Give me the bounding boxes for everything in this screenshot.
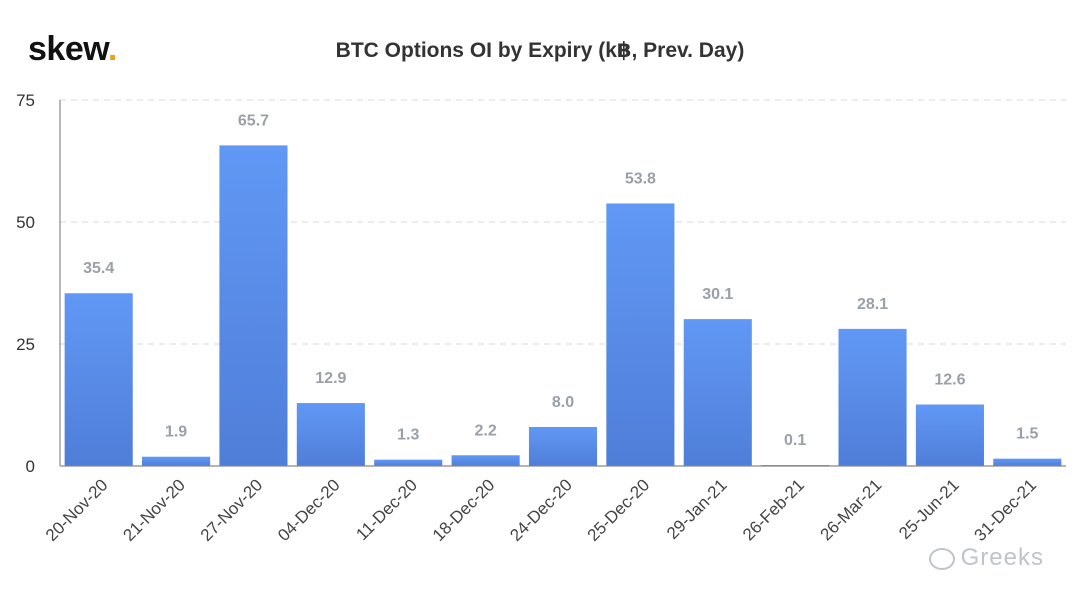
x-tick-label: 26-Feb-21 <box>739 475 808 544</box>
x-tick-label: 11-Dec-20 <box>352 475 421 544</box>
x-tick-label: 27-Nov-20 <box>197 475 267 545</box>
bar <box>528 426 598 466</box>
bar <box>451 455 520 466</box>
watermark-text: Greeks <box>960 544 1044 571</box>
skew-logo: skew. <box>28 30 117 69</box>
bar <box>374 459 443 466</box>
bar <box>219 145 288 466</box>
x-tick-label: 31-Dec-21 <box>971 475 1041 545</box>
x-tick-label: 04-Dec-20 <box>274 475 344 545</box>
logo-text: skew <box>28 30 108 68</box>
data-label: 1.9 <box>165 424 187 441</box>
y-tick-label: 0 <box>26 457 35 476</box>
logo-dot: . <box>107 30 117 68</box>
x-tick-label: 21-Nov-20 <box>119 475 189 545</box>
wechat-icon <box>928 547 955 570</box>
x-tick-label: 24-Dec-20 <box>506 475 576 545</box>
data-label: 2.2 <box>474 422 496 439</box>
x-tick-label: 25-Jun-21 <box>895 475 963 543</box>
data-label: 1.5 <box>1016 426 1038 443</box>
x-tick-label: 18-Dec-20 <box>429 475 499 545</box>
data-label: 1.3 <box>397 427 419 444</box>
data-label: 12.9 <box>315 370 346 387</box>
x-tick-label: 26-Mar-21 <box>816 475 885 544</box>
data-label: 0.1 <box>784 432 806 449</box>
bar <box>606 203 675 466</box>
data-label: 35.4 <box>83 260 114 277</box>
x-tick-label: 20-Nov-20 <box>42 475 112 545</box>
chart-title: BTC Options OI by Expiry (k฿, Prev. Day) <box>335 39 745 62</box>
y-tick-label: 25 <box>16 335 35 354</box>
watermark: Greeks <box>928 544 1044 572</box>
data-label: 8.0 <box>552 394 574 411</box>
x-tick-label: 29-Jan-21 <box>663 475 731 543</box>
bar <box>64 293 133 466</box>
bar <box>296 403 365 466</box>
data-label: 12.6 <box>934 372 965 389</box>
data-label: 65.7 <box>238 112 269 129</box>
bar <box>683 319 752 466</box>
bar <box>993 458 1062 466</box>
bar <box>142 456 211 466</box>
y-tick-label: 75 <box>16 91 35 110</box>
data-label: 30.1 <box>702 286 733 303</box>
data-label: 28.1 <box>857 296 888 313</box>
data-label: 53.8 <box>625 170 656 187</box>
x-tick-label: 25-Dec-20 <box>584 475 654 545</box>
bar <box>838 328 907 466</box>
y-tick-label: 50 <box>16 213 35 232</box>
bar <box>915 404 984 466</box>
